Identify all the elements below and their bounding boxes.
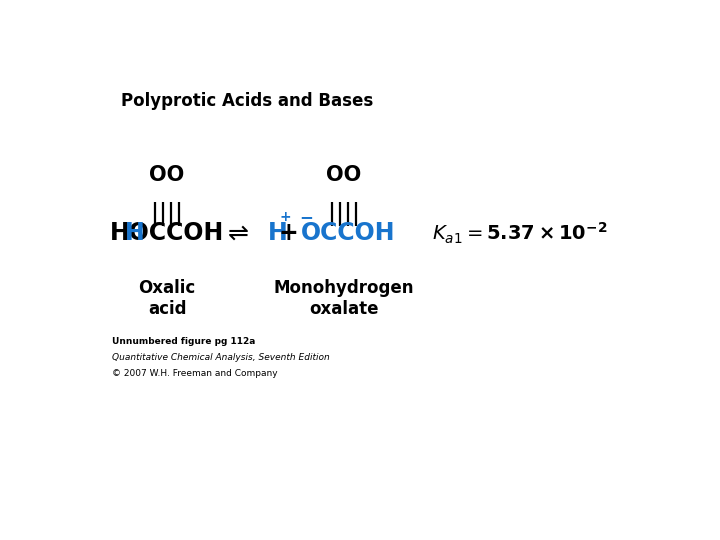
- Text: © 2007 W.H. Freeman and Company: © 2007 W.H. Freeman and Company: [112, 369, 278, 378]
- Text: HOCCOH: HOCCOH: [110, 221, 224, 245]
- Text: $\rightleftharpoons$: $\rightleftharpoons$: [223, 221, 250, 245]
- Text: +: +: [279, 221, 299, 245]
- Text: Polyprotic Acids and Bases: Polyprotic Acids and Bases: [121, 92, 373, 110]
- Text: Oxalic
acid: Oxalic acid: [138, 279, 196, 318]
- Text: $\mathit{K}_{a1}$$ = \mathbf{5.37 \times 10^{-2}}$: $\mathit{K}_{a1}$$ = \mathbf{5.37 \times…: [432, 221, 608, 246]
- Text: OCCOH: OCCOH: [301, 221, 395, 245]
- Text: H: H: [125, 221, 144, 245]
- Text: OO: OO: [326, 165, 361, 185]
- Text: −: −: [300, 208, 313, 226]
- Text: Monohydrogen
oxalate: Monohydrogen oxalate: [274, 279, 414, 318]
- Text: Unnumbered figure pg 112a: Unnumbered figure pg 112a: [112, 337, 256, 346]
- Text: Quantitative Chemical Analysis, Seventh Edition: Quantitative Chemical Analysis, Seventh …: [112, 353, 330, 362]
- Text: H: H: [267, 221, 287, 245]
- Text: +: +: [280, 211, 292, 225]
- Text: OO: OO: [149, 165, 184, 185]
